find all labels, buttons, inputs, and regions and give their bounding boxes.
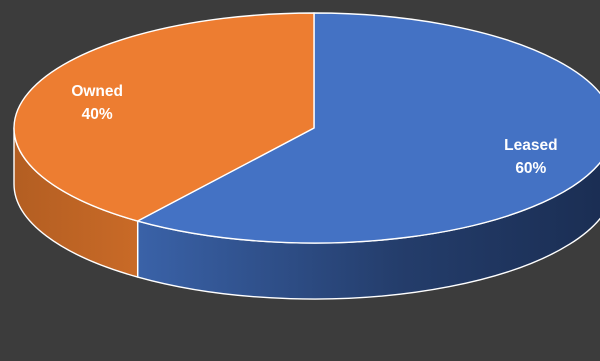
data-label-owned-category: Owned [71, 83, 123, 100]
data-label-leased-category: Leased [504, 137, 557, 154]
pie-data-labels: Leased 60% Owned 40% [71, 83, 557, 177]
pie-slice-owned [13, 12, 315, 222]
data-label-leased-value: 60% [515, 160, 546, 177]
data-label-owned-value: 40% [82, 106, 113, 123]
pie-slice-leased [136, 12, 600, 244]
pie-top-faces [13, 12, 600, 244]
